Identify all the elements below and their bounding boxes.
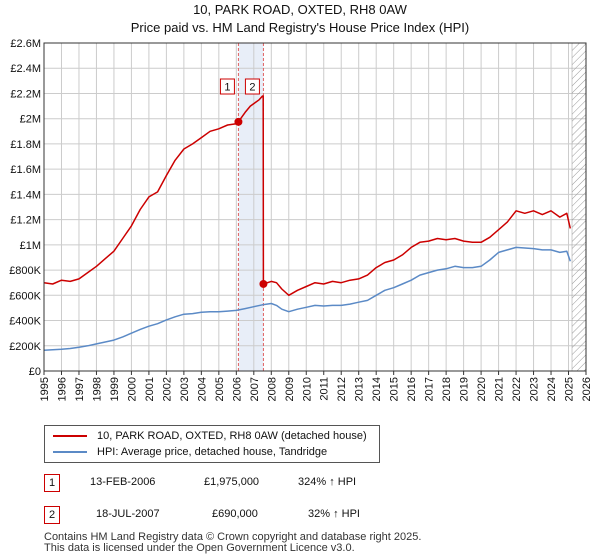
row-date: 13-FEB-2006 xyxy=(90,476,156,488)
row-hpi-change: 324% ↑ HPI xyxy=(298,476,357,488)
price-chart: £0 £200K £400K £600K £800K £1M £1.2M £1.4M £1.6M… xyxy=(9,38,593,401)
x-tick-label: 2015 xyxy=(389,377,401,401)
x-tick-label: 2012 xyxy=(336,377,348,401)
transaction-label: 1 xyxy=(224,82,230,94)
transaction-point xyxy=(259,279,268,288)
row-hpi-change: 32% ↑ HPI xyxy=(308,508,360,520)
x-tick-label: 2021 xyxy=(494,377,506,401)
x-tick-label: 2022 xyxy=(511,377,523,401)
x-tick-label: 2003 xyxy=(179,377,191,401)
row-price: £690,000 xyxy=(212,508,258,520)
chart-title: 10, PARK ROAD, OXTED, RH8 0AW xyxy=(193,2,407,17)
footer-licence: This data is licensed under the Open Gov… xyxy=(44,542,355,554)
y-tick-label: £0 xyxy=(29,366,41,378)
x-tick-label: 1999 xyxy=(109,377,121,401)
y-tick-label: £1.4M xyxy=(10,189,41,201)
y-tick-label: £2.2M xyxy=(10,88,41,100)
x-tick-label: 2004 xyxy=(196,377,208,401)
x-tick-label: 2013 xyxy=(354,377,366,401)
row-price: £1,975,000 xyxy=(204,476,260,488)
legend-item-hpi: HPI: Average price, detached house, Tand… xyxy=(53,444,327,460)
x-tick-label: 2007 xyxy=(249,377,261,401)
y-tick-label: £800K xyxy=(9,265,41,277)
legend-swatch-hpi xyxy=(53,451,87,453)
transaction-label: 2 xyxy=(249,82,255,94)
y-tick-label: £2M xyxy=(20,114,41,126)
ownership-highlight-band xyxy=(238,43,264,371)
plot-frame xyxy=(43,42,587,372)
chart-subtitle: Price paid vs. HM Land Registry's House … xyxy=(130,20,470,35)
row-date: 18-JUL-2007 xyxy=(96,508,160,520)
y-tick-label: £2.4M xyxy=(10,63,41,75)
x-tick-label: 2010 xyxy=(301,377,313,401)
forecast-hatch-area xyxy=(571,42,587,372)
x-tick-label: 2024 xyxy=(546,377,558,401)
x-tick-label: 2026 xyxy=(581,377,593,401)
y-tick-label: £1.6M xyxy=(10,164,41,176)
transaction-label-box xyxy=(244,78,260,95)
y-tick-label: £600K xyxy=(9,290,41,302)
x-tick-label: 2005 xyxy=(214,377,226,401)
x-tick-label: 2018 xyxy=(441,377,453,401)
legend-item-property: 10, PARK ROAD, OXTED, RH8 0AW (detached … xyxy=(53,428,367,444)
x-tick-label: 2002 xyxy=(161,377,173,401)
y-tick-label: £1M xyxy=(20,240,41,252)
y-tick-label: £200K xyxy=(9,341,41,353)
y-tick-label: £1.2M xyxy=(10,215,41,227)
legend-label-property: 10, PARK ROAD, OXTED, RH8 0AW (detached … xyxy=(97,430,367,442)
chart-legend: 10, PARK ROAD, OXTED, RH8 0AW (detached … xyxy=(44,425,380,463)
x-tick-label: 1997 xyxy=(74,377,86,401)
legend-label-hpi: HPI: Average price, detached house, Tand… xyxy=(97,446,328,458)
y-tick-label: £1.8M xyxy=(10,139,41,151)
x-tick-label: 2019 xyxy=(459,377,471,401)
x-tick-label: 2017 xyxy=(424,377,436,401)
x-tick-label: 2011 xyxy=(319,377,331,401)
x-tick-label: 1998 xyxy=(91,377,103,401)
x-tick-label: 2016 xyxy=(406,377,418,401)
y-tick-label: £400K xyxy=(9,316,41,328)
transaction-label-box xyxy=(219,78,235,95)
x-tick-label: 1995 xyxy=(39,377,51,401)
x-tick-label: 2008 xyxy=(266,377,278,401)
hpi-line xyxy=(43,246,572,351)
footer-copyright: Contains HM Land Registry data © Crown c… xyxy=(44,531,422,543)
x-tick-label: 2025 xyxy=(564,377,576,401)
x-tick-label: 2000 xyxy=(126,377,138,401)
row-number-badge: 2 xyxy=(44,506,60,524)
x-tick-label: 2014 xyxy=(371,377,383,401)
property-price-line xyxy=(43,95,572,297)
x-tick-label: 2023 xyxy=(529,377,541,401)
transaction-point xyxy=(234,117,243,126)
x-tick-label: 2006 xyxy=(231,377,243,401)
x-tick-label: 2020 xyxy=(476,377,488,401)
x-tick-label: 2009 xyxy=(284,377,296,401)
legend-swatch-property xyxy=(53,435,87,437)
y-tick-label: £2.6M xyxy=(10,38,41,50)
row-number-badge: 1 xyxy=(44,474,60,492)
x-tick-label: 1996 xyxy=(56,377,68,401)
x-tick-label: 2001 xyxy=(144,377,156,401)
